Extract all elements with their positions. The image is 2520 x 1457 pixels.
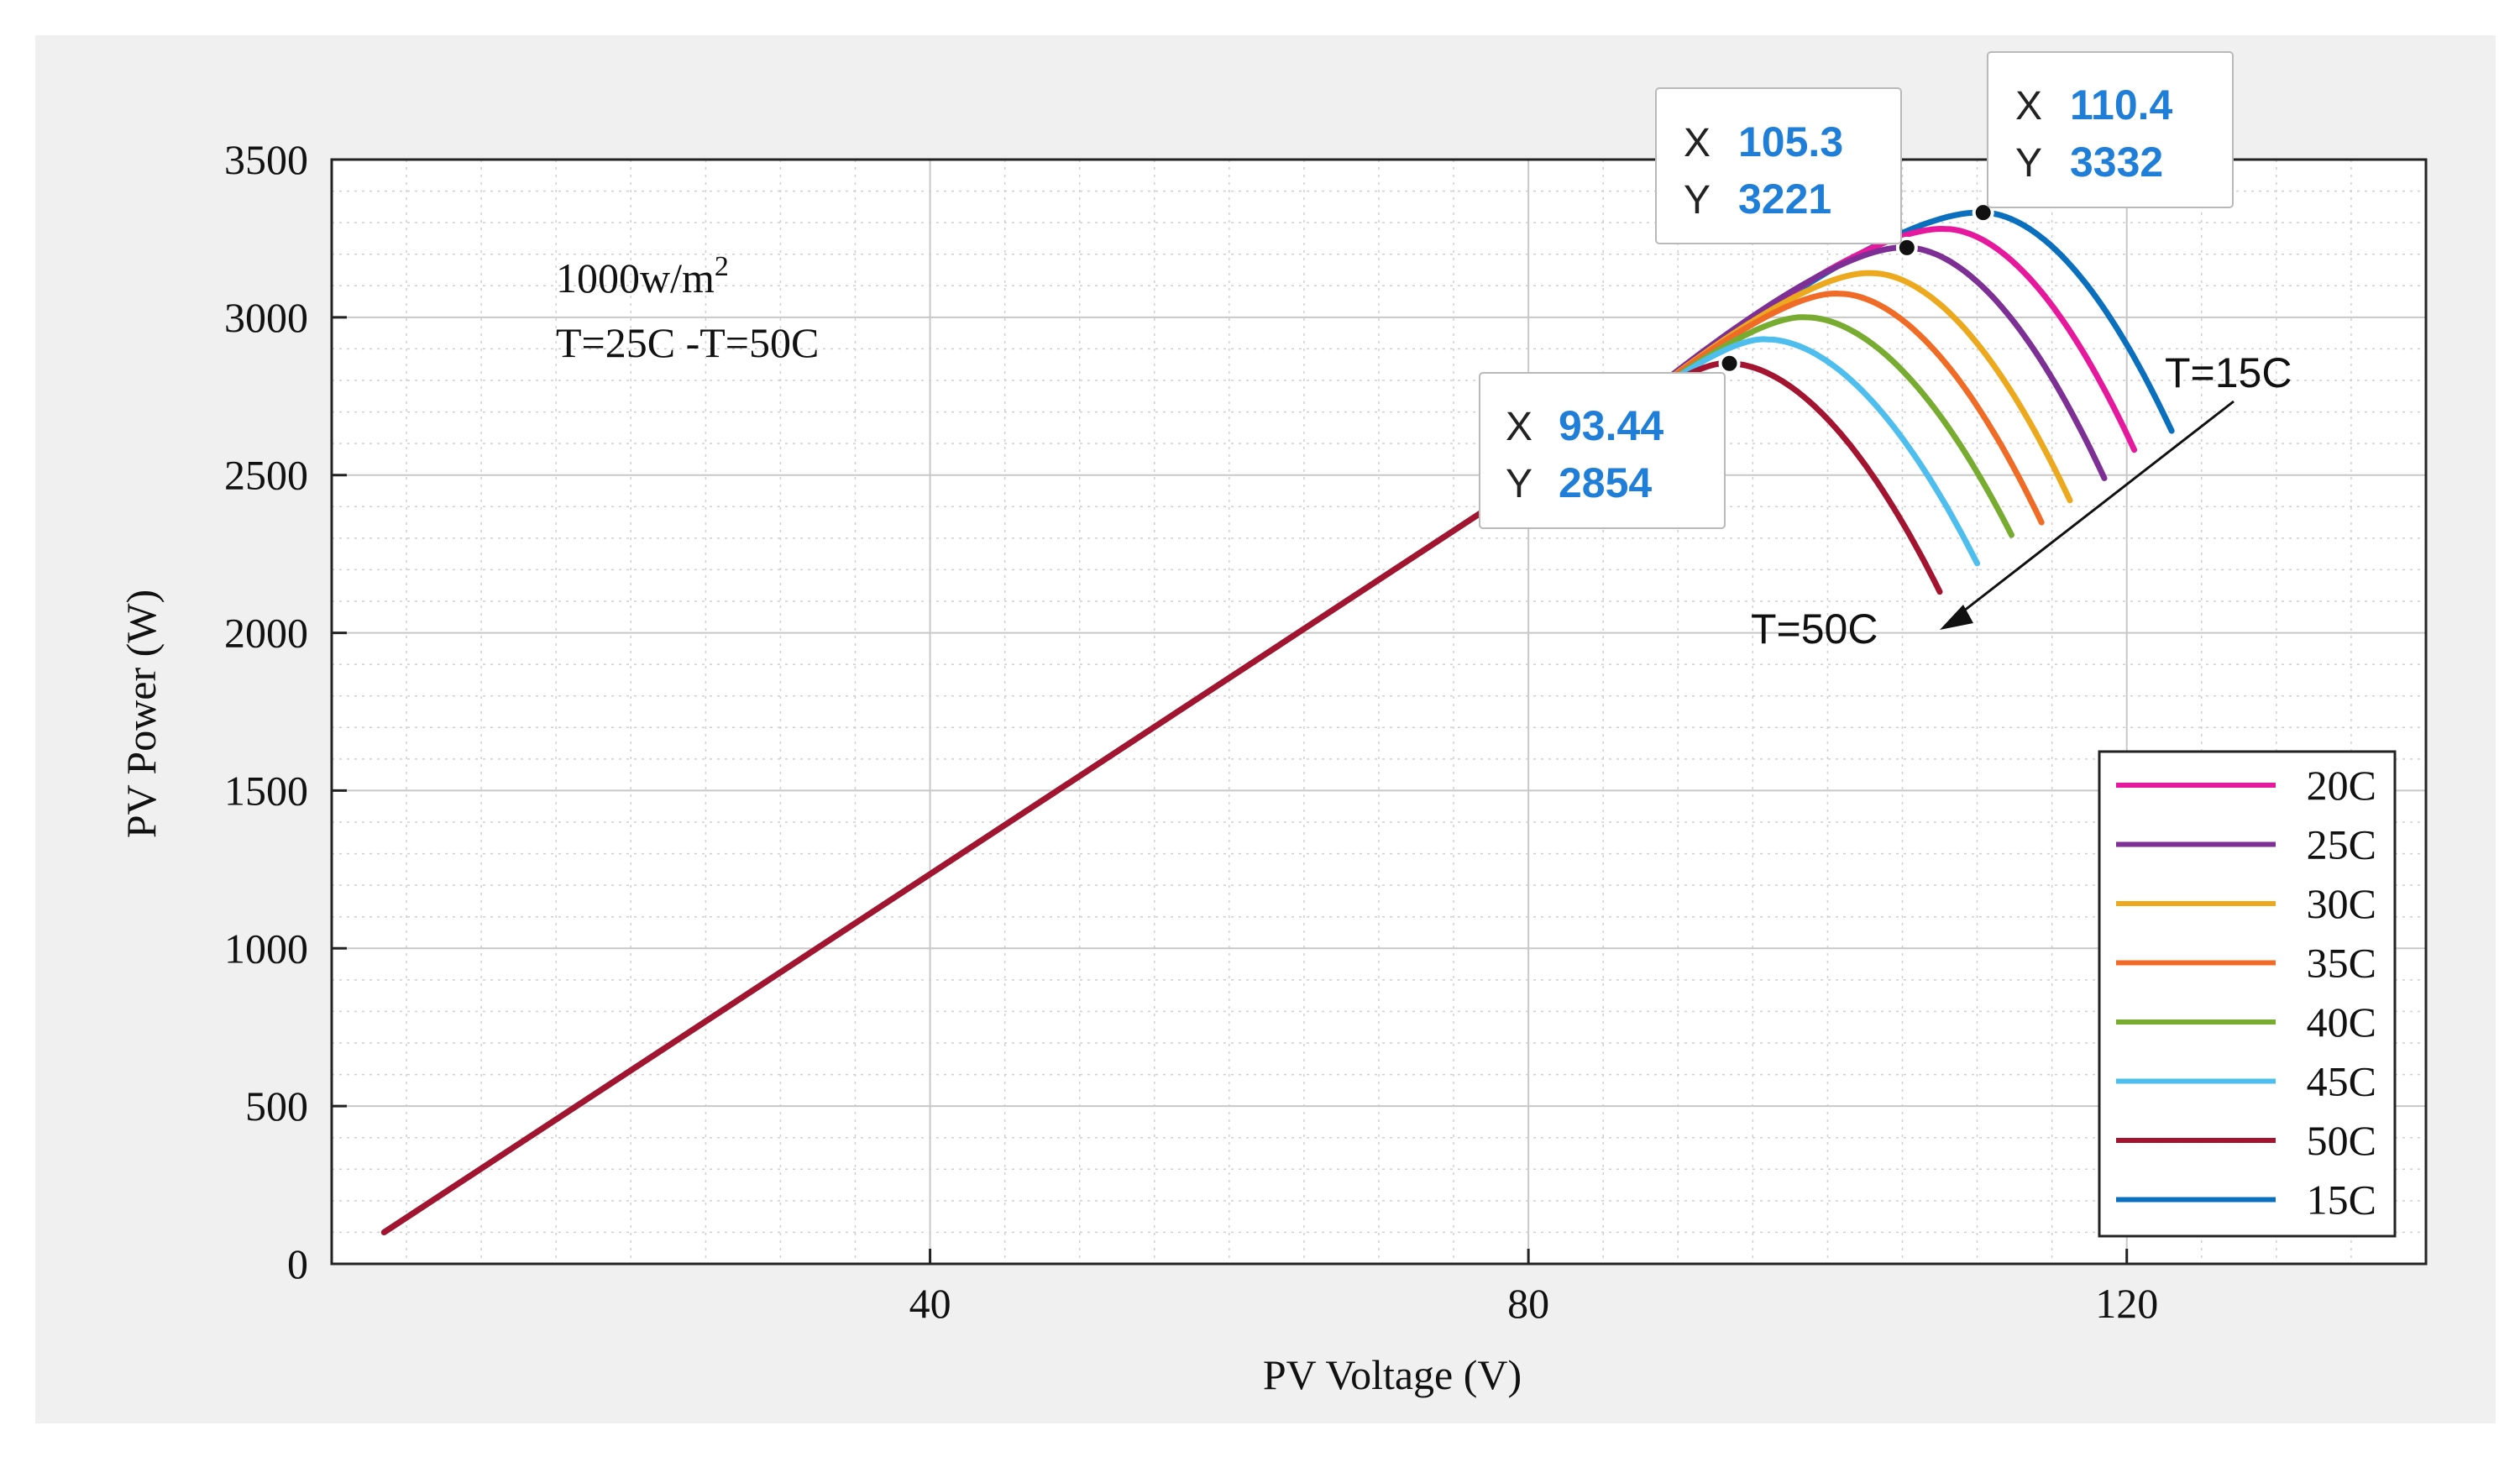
y-tick-label: 500 <box>245 1082 308 1129</box>
datatip-y-label: Y <box>2015 141 2042 186</box>
datatip-marker[interactable] <box>1718 352 1741 375</box>
datatip-x-label: X <box>1506 405 1532 449</box>
datatip-x-value: 110.4 <box>2070 81 2173 128</box>
y-tick-label: 0 <box>287 1240 308 1287</box>
datatip-y-value: 2854 <box>1559 459 1652 506</box>
legend-label-40C: 40C <box>2307 998 2376 1046</box>
legend-label-30C: 30C <box>2307 880 2376 927</box>
datatip-box[interactable]: X 110.4 Y 3332 <box>1987 51 2234 208</box>
arrow-start-label: T=15C <box>2165 349 2292 396</box>
legend-label-15C: 15C <box>2307 1177 2376 1224</box>
datatip-y-value: 3332 <box>2070 139 2163 186</box>
legend-box <box>2098 750 2397 1238</box>
y-tick-label: 2000 <box>224 610 308 657</box>
legend-label-45C: 45C <box>2307 1058 2376 1105</box>
y-tick-label: 1500 <box>224 767 308 814</box>
legend-label-50C: 50C <box>2307 1117 2376 1164</box>
datatip-box[interactable]: X 105.3 Y 3221 <box>1655 87 1902 244</box>
datatip-x-value: 105.3 <box>1738 118 1843 165</box>
axes-box <box>330 158 2428 1266</box>
y-tick-label: 1000 <box>224 925 308 972</box>
arrow-end-label: T=50C <box>1751 605 1878 653</box>
ticks: 40 80 120 0 500 1000 1500 2000 2500 3000 3500 <box>224 136 2158 1327</box>
y-tick-label: 2500 <box>224 452 308 499</box>
datatip-y-label: Y <box>1684 178 1711 223</box>
legend-label-20C: 20C <box>2307 762 2376 809</box>
y-tick-label: 3500 <box>224 136 308 183</box>
datatip-x-value: 93.44 <box>1559 402 1663 449</box>
legend-label-35C: 35C <box>2307 940 2376 987</box>
datatip-y-value: 3221 <box>1738 176 1831 223</box>
datatip-box[interactable]: X 93.44 Y 2854 <box>1479 372 1726 529</box>
x-tick-label: 80 <box>1507 1280 1549 1327</box>
y-tick-label: 3000 <box>224 294 308 341</box>
temperature-range-annotation: T=25C -T=50C <box>556 319 819 366</box>
datatip-marker[interactable] <box>1972 202 1994 224</box>
datatip-x-label: X <box>2015 84 2042 128</box>
temperature-arrow-head <box>1940 605 1973 630</box>
x-tick-label: 120 <box>2095 1280 2158 1327</box>
legend-label-25C: 25C <box>2307 821 2376 868</box>
legend: 20C 25C 30C 35C 40C 45C 50C 15C <box>2098 750 2397 1238</box>
datatip-box-frame <box>1987 51 2234 208</box>
x-axis-label: PV Voltage (V) <box>1263 1351 1522 1398</box>
datatip-marker[interactable] <box>1895 236 1918 259</box>
datatip-markers <box>1718 202 1994 375</box>
datatip-box-frame <box>1479 372 1726 529</box>
datatip-box-frame <box>1655 87 1902 244</box>
x-tick-label: 40 <box>909 1280 951 1327</box>
y-axis-label: PV Power (W) <box>118 590 165 838</box>
datatip-y-label: Y <box>1506 462 1532 506</box>
datatip-x-label: X <box>1684 121 1711 165</box>
irradiance-annotation: 1000w/m2 <box>556 251 729 301</box>
temperature-arrow-line <box>1952 400 2234 621</box>
